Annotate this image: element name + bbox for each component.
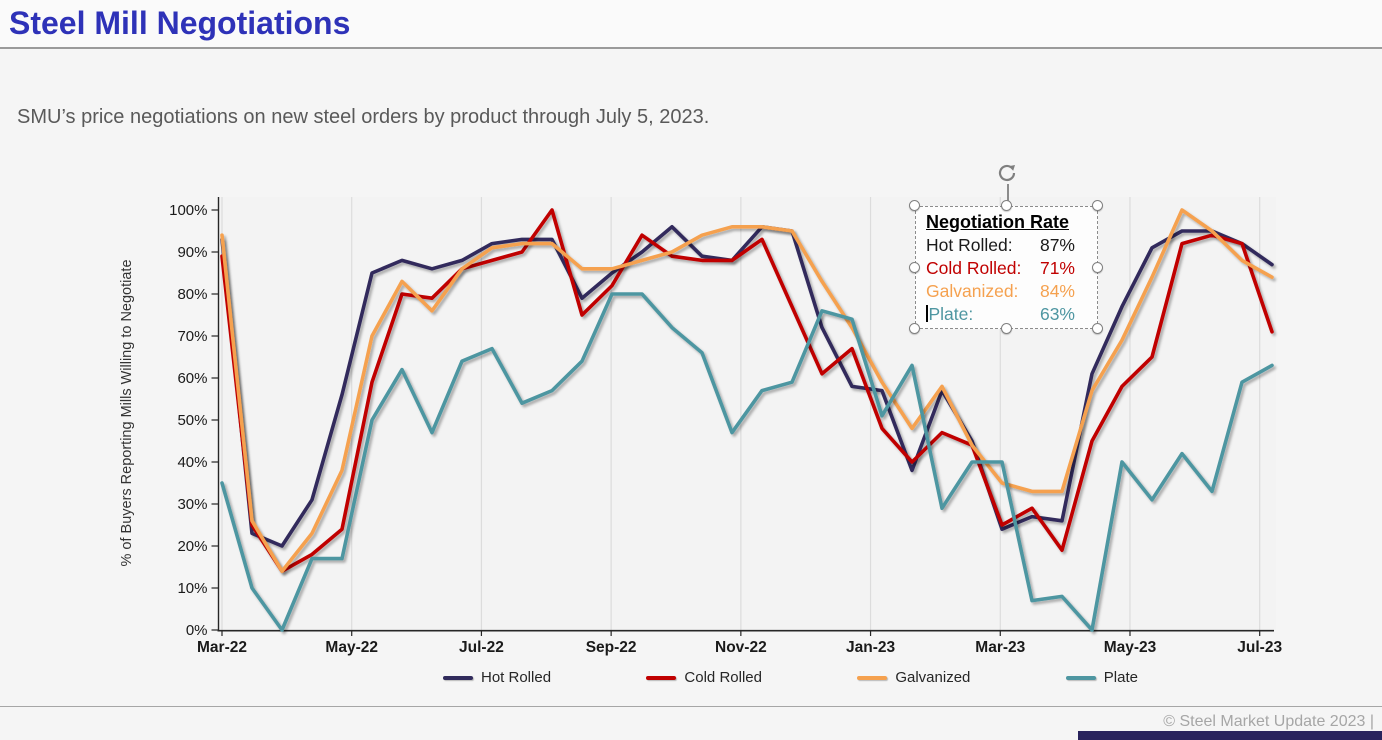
annotation-series-label: Hot Rolled:	[926, 235, 1013, 255]
annotation-row: Hot Rolled: 87%	[926, 234, 1087, 257]
x-tick-label: Jul-23	[1237, 639, 1282, 656]
header-divider	[0, 47, 1382, 49]
legend-swatch	[857, 675, 888, 680]
selection-handle[interactable]	[1092, 200, 1103, 211]
annotation-series-label: Cold Rolled:	[926, 258, 1022, 278]
legend-label: Cold Rolled	[684, 669, 762, 686]
x-tick-label: Jan-23	[846, 639, 895, 656]
annotation-box[interactable]: Negotiation Rate Hot Rolled: 87% Cold Roll…	[915, 206, 1098, 329]
annotation-series-label: Plate:	[926, 303, 973, 326]
selection-handle[interactable]	[909, 200, 920, 211]
x-tick-label: Mar-22	[197, 639, 247, 656]
x-tick-label: Mar-23	[975, 639, 1025, 656]
legend-label: Plate	[1103, 669, 1138, 686]
series-line-galvanized	[220, 208, 1274, 574]
annotation-row: Galvanized: 84%	[926, 280, 1087, 303]
x-tick-label: Nov-22	[715, 639, 767, 656]
legend-item-plate[interactable]: Plate	[1065, 669, 1138, 686]
selection-handle[interactable]	[1000, 323, 1012, 334]
annotation-series-value: 63%	[1039, 304, 1075, 324]
selection-handle[interactable]	[1000, 200, 1012, 211]
footer-divider	[0, 706, 1382, 707]
footer-copyright: © Steel Market Update 2023 |	[1163, 713, 1374, 730]
header-band	[0, 0, 1382, 47]
y-tick-label: 70%	[177, 328, 207, 345]
series-line-cold-rolled	[220, 208, 1274, 574]
x-tick-label: Sep-22	[586, 639, 637, 656]
annotation-title: Negotiation Rate	[926, 212, 1070, 232]
legend-item-cold-rolled[interactable]: Cold Rolled	[646, 669, 762, 686]
y-tick-label: 20%	[177, 538, 207, 555]
x-tick-label: Jul-22	[459, 639, 504, 656]
selection-handle[interactable]	[909, 261, 920, 273]
y-tick-label: 80%	[177, 286, 207, 303]
legend-label: Galvanized	[895, 669, 971, 686]
selection-handle[interactable]	[1092, 323, 1103, 334]
series-line-plate	[220, 292, 1274, 632]
annotation-series-value: 87%	[1039, 235, 1075, 255]
x-tick-label: May-23	[1104, 639, 1157, 656]
footer-accent-bar	[1078, 731, 1382, 740]
y-axis-title: % of Buyers Reporting Mills Willing to N…	[119, 259, 135, 566]
text-cursor	[926, 305, 928, 322]
x-tick-label: May-22	[325, 639, 378, 656]
selection-handle[interactable]	[909, 323, 920, 334]
y-tick-label: 10%	[177, 580, 207, 597]
rotate-handle-icon[interactable]	[995, 161, 1019, 185]
legend-swatch	[443, 675, 473, 680]
legend-swatch	[1065, 675, 1096, 680]
chart-legend: Hot Rolled Cold Rolled Galvanized Plate	[443, 669, 1138, 686]
y-tick-label: 0%	[186, 622, 208, 639]
legend-swatch	[646, 675, 677, 680]
y-tick-label: 40%	[177, 454, 207, 471]
chart-subtitle: SMU’s price negotiations on new steel or…	[17, 106, 710, 128]
annotation-series-value: 84%	[1039, 281, 1075, 301]
y-tick-label: 50%	[177, 412, 207, 429]
rotate-handle-stem	[1007, 184, 1009, 206]
annotation-row: Plate: 63%	[926, 303, 1087, 326]
y-tick-label: 60%	[177, 370, 207, 387]
annotation-series-label: Galvanized:	[926, 281, 1019, 301]
legend-item-galvanized[interactable]: Galvanized	[857, 669, 970, 686]
annotation-row: Cold Rolled: 71%	[926, 257, 1087, 280]
selection-handle[interactable]	[1092, 261, 1103, 273]
legend-label: Hot Rolled	[481, 669, 552, 686]
annotation-series-value: 71%	[1039, 258, 1075, 278]
legend-item-hot-rolled[interactable]: Hot Rolled	[443, 669, 551, 686]
y-tick-label: 90%	[177, 244, 207, 261]
page-title: Steel Mill Negotiations	[9, 5, 351, 41]
series-line-hot-rolled	[220, 225, 1274, 548]
y-tick-label: 30%	[177, 496, 207, 513]
y-tick-label: 100%	[169, 202, 207, 219]
